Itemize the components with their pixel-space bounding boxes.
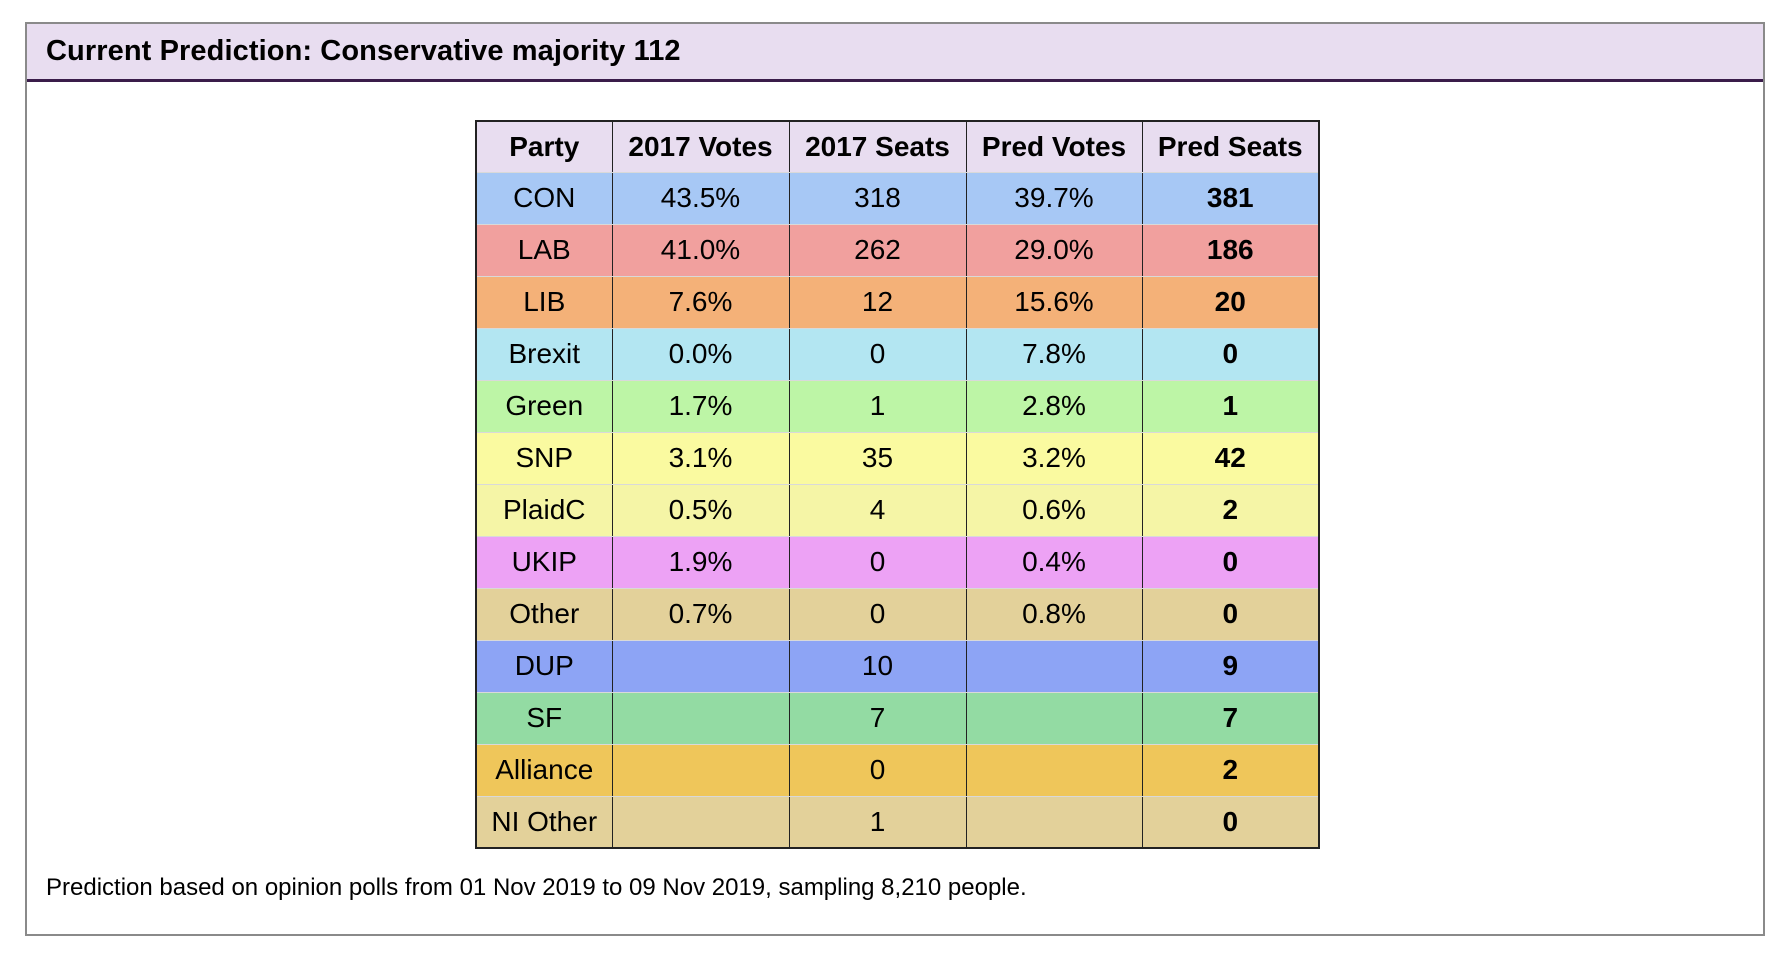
pred-votes-cell: 0.6% (965, 483, 1143, 537)
pred-seats-cell: 0 (1141, 795, 1320, 849)
votes-2017-cell (611, 743, 790, 797)
pred-seats-cell: 1 (1141, 379, 1320, 433)
table-row: Brexit 0.0% 0 7.8% 0 (475, 327, 1320, 381)
party-cell: UKIP (475, 535, 613, 589)
table-row: NI Other 1 0 (475, 795, 1320, 849)
votes-2017-cell (611, 639, 790, 693)
pred-seats-cell: 42 (1141, 431, 1320, 485)
table-row: PlaidC 0.5% 4 0.6% 2 (475, 483, 1320, 537)
pred-seats-cell: 0 (1141, 587, 1320, 641)
pred-seats-cell: 2 (1141, 743, 1320, 797)
column-header-party: Party (475, 120, 613, 173)
party-cell: DUP (475, 639, 613, 693)
pred-votes-cell (965, 743, 1143, 797)
party-cell: SF (475, 691, 613, 745)
party-cell: Green (475, 379, 613, 433)
party-cell: Brexit (475, 327, 613, 381)
pred-votes-cell: 15.6% (965, 275, 1143, 329)
seats-2017-cell: 318 (788, 171, 967, 225)
votes-2017-cell (611, 691, 790, 745)
pred-votes-cell: 0.4% (965, 535, 1143, 589)
party-cell: LIB (475, 275, 613, 329)
votes-2017-cell: 41.0% (611, 223, 790, 277)
pred-seats-cell: 7 (1141, 691, 1320, 745)
seats-2017-cell: 0 (788, 327, 967, 381)
pred-seats-cell: 381 (1141, 171, 1320, 225)
pred-votes-cell: 39.7% (965, 171, 1143, 225)
table-header-row: Party 2017 Votes 2017 Seats Pred Votes P… (475, 120, 1320, 173)
table-row: LIB 7.6% 12 15.6% 20 (475, 275, 1320, 329)
table-row: SNP 3.1% 35 3.2% 42 (475, 431, 1320, 485)
pred-seats-cell: 2 (1141, 483, 1320, 537)
panel-header: Current Prediction: Conservative majorit… (27, 24, 1763, 82)
party-cell: Alliance (475, 743, 613, 797)
pred-votes-cell (965, 691, 1143, 745)
party-cell: Other (475, 587, 613, 641)
column-header-pred-votes: Pred Votes (965, 120, 1143, 173)
table-row: UKIP 1.9% 0 0.4% 0 (475, 535, 1320, 589)
votes-2017-cell: 7.6% (611, 275, 790, 329)
party-cell: CON (475, 171, 613, 225)
table-row: Alliance 0 2 (475, 743, 1320, 797)
pred-votes-cell: 2.8% (965, 379, 1143, 433)
panel-title: Current Prediction: Conservative majorit… (46, 35, 681, 67)
votes-2017-cell: 0.0% (611, 327, 790, 381)
pred-votes-cell: 29.0% (965, 223, 1143, 277)
party-cell: PlaidC (475, 483, 613, 537)
table-row: DUP 10 9 (475, 639, 1320, 693)
seats-2017-cell: 0 (788, 587, 967, 641)
pred-seats-cell: 9 (1141, 639, 1320, 693)
seats-2017-cell: 7 (788, 691, 967, 745)
votes-2017-cell: 1.9% (611, 535, 790, 589)
votes-2017-cell: 0.5% (611, 483, 790, 537)
table-body: CON 43.5% 318 39.7% 381 LAB 41.0% 262 29.0% 186 LI… (475, 171, 1320, 849)
pred-seats-cell: 20 (1141, 275, 1320, 329)
seats-2017-cell: 1 (788, 379, 967, 433)
pred-votes-cell: 3.2% (965, 431, 1143, 485)
pred-votes-cell: 7.8% (965, 327, 1143, 381)
table-row: Green 1.7% 1 2.8% 1 (475, 379, 1320, 433)
column-header-pred-seats: Pred Seats (1141, 120, 1320, 173)
pred-votes-cell (965, 795, 1143, 849)
seats-2017-cell: 12 (788, 275, 967, 329)
pred-seats-cell: 186 (1141, 223, 1320, 277)
seats-2017-cell: 4 (788, 483, 967, 537)
table-container: Party 2017 Votes 2017 Seats Pred Votes P… (475, 120, 1320, 849)
votes-2017-cell: 3.1% (611, 431, 790, 485)
column-header-2017-votes: 2017 Votes (611, 120, 790, 173)
table-row: CON 43.5% 318 39.7% 381 (475, 171, 1320, 225)
votes-2017-cell: 43.5% (611, 171, 790, 225)
table-row: Other 0.7% 0 0.8% 0 (475, 587, 1320, 641)
seats-2017-cell: 35 (788, 431, 967, 485)
pred-votes-cell: 0.8% (965, 587, 1143, 641)
votes-2017-cell: 0.7% (611, 587, 790, 641)
votes-2017-cell: 1.7% (611, 379, 790, 433)
party-cell: SNP (475, 431, 613, 485)
pred-seats-cell: 0 (1141, 327, 1320, 381)
seats-2017-cell: 1 (788, 795, 967, 849)
party-cell: LAB (475, 223, 613, 277)
party-cell: NI Other (475, 795, 613, 849)
prediction-panel: Current Prediction: Conservative majorit… (25, 22, 1765, 936)
prediction-table: Party 2017 Votes 2017 Seats Pred Votes P… (475, 120, 1320, 849)
column-header-2017-seats: 2017 Seats (788, 120, 967, 173)
pred-seats-cell: 0 (1141, 535, 1320, 589)
footnote: Prediction based on opinion polls from 0… (46, 874, 1027, 901)
table-row: LAB 41.0% 262 29.0% 186 (475, 223, 1320, 277)
table-row: SF 7 7 (475, 691, 1320, 745)
seats-2017-cell: 262 (788, 223, 967, 277)
pred-votes-cell (965, 639, 1143, 693)
seats-2017-cell: 10 (788, 639, 967, 693)
seats-2017-cell: 0 (788, 743, 967, 797)
votes-2017-cell (611, 795, 790, 849)
seats-2017-cell: 0 (788, 535, 967, 589)
